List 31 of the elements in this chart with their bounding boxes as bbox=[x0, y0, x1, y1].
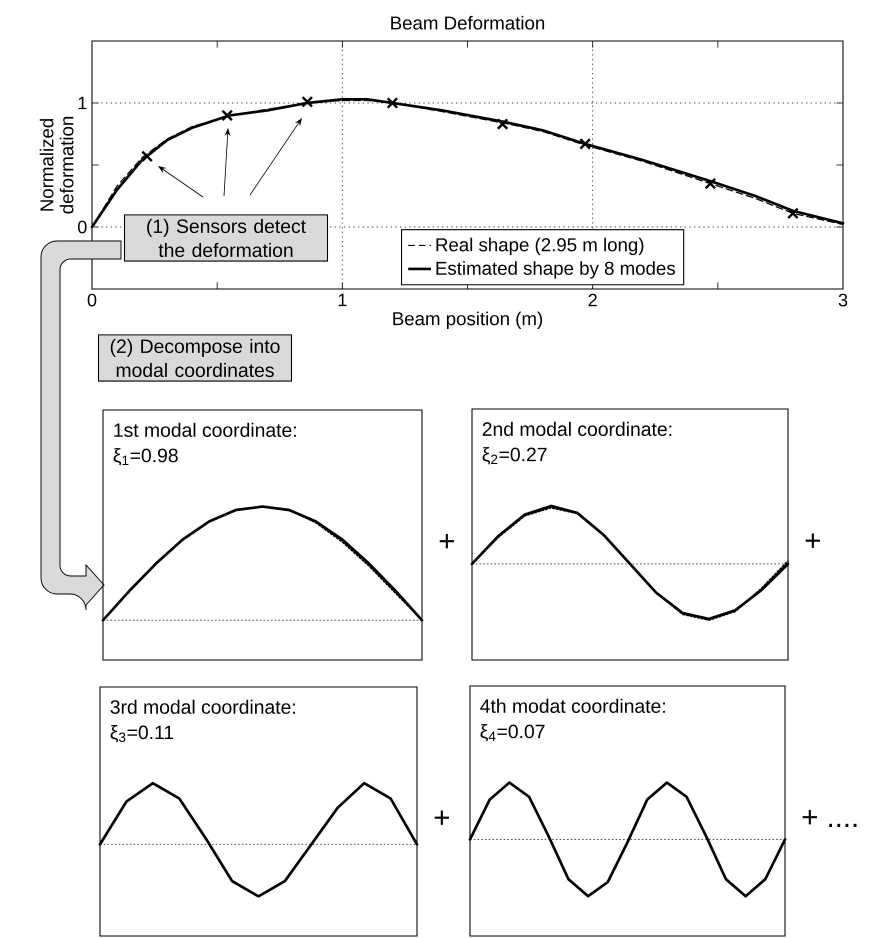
x-tick-label: 2 bbox=[588, 294, 597, 306]
text: (2) Decompose into modal coordinates bbox=[110, 338, 280, 378]
chart-subtitle: ξ$_{1}$=0.98 bbox=[114, 448, 178, 466]
point bbox=[787, 207, 799, 220]
chart-title: 3rd modal coordinate: bbox=[110, 700, 295, 714]
text: + .... bbox=[802, 810, 856, 827]
legend-label: Real shape (2.95 m long) bbox=[436, 238, 644, 256]
chart-title: 4th modat coordinate: bbox=[480, 698, 665, 713]
point bbox=[704, 178, 716, 190]
x-tick-label: 1 bbox=[338, 294, 346, 306]
point bbox=[386, 97, 398, 109]
legend-label: Estimated shape by 8 modes bbox=[436, 261, 675, 279]
chart-title: 1st modal coordinate: bbox=[114, 422, 296, 437]
text: + bbox=[806, 534, 820, 548]
point bbox=[301, 96, 314, 108]
point bbox=[221, 109, 234, 122]
text: + bbox=[434, 810, 449, 825]
point bbox=[579, 138, 592, 150]
point bbox=[141, 150, 153, 162]
chart-subtitle: ξ$_{4}$=0.07 bbox=[480, 724, 545, 742]
x-tick-label: 3 bbox=[838, 294, 848, 306]
x-tick-label: 0 bbox=[88, 294, 96, 306]
chart-title: Beam Deformation bbox=[391, 16, 544, 30]
chart-title: 2nd modal coordinate: bbox=[482, 422, 672, 436]
annotation: (1) Sensors detect the deformation bbox=[147, 218, 306, 258]
y-axis-title: Normalized deformation bbox=[40, 116, 74, 214]
x-axis-title: Beam position (m) bbox=[393, 312, 542, 329]
chart-subtitle: ξ$_{3}$=0.11 bbox=[110, 725, 174, 742]
text: + bbox=[440, 534, 454, 548]
chart-subtitle: ξ$_{2}$=0.27 bbox=[482, 447, 547, 464]
point bbox=[496, 118, 508, 130]
